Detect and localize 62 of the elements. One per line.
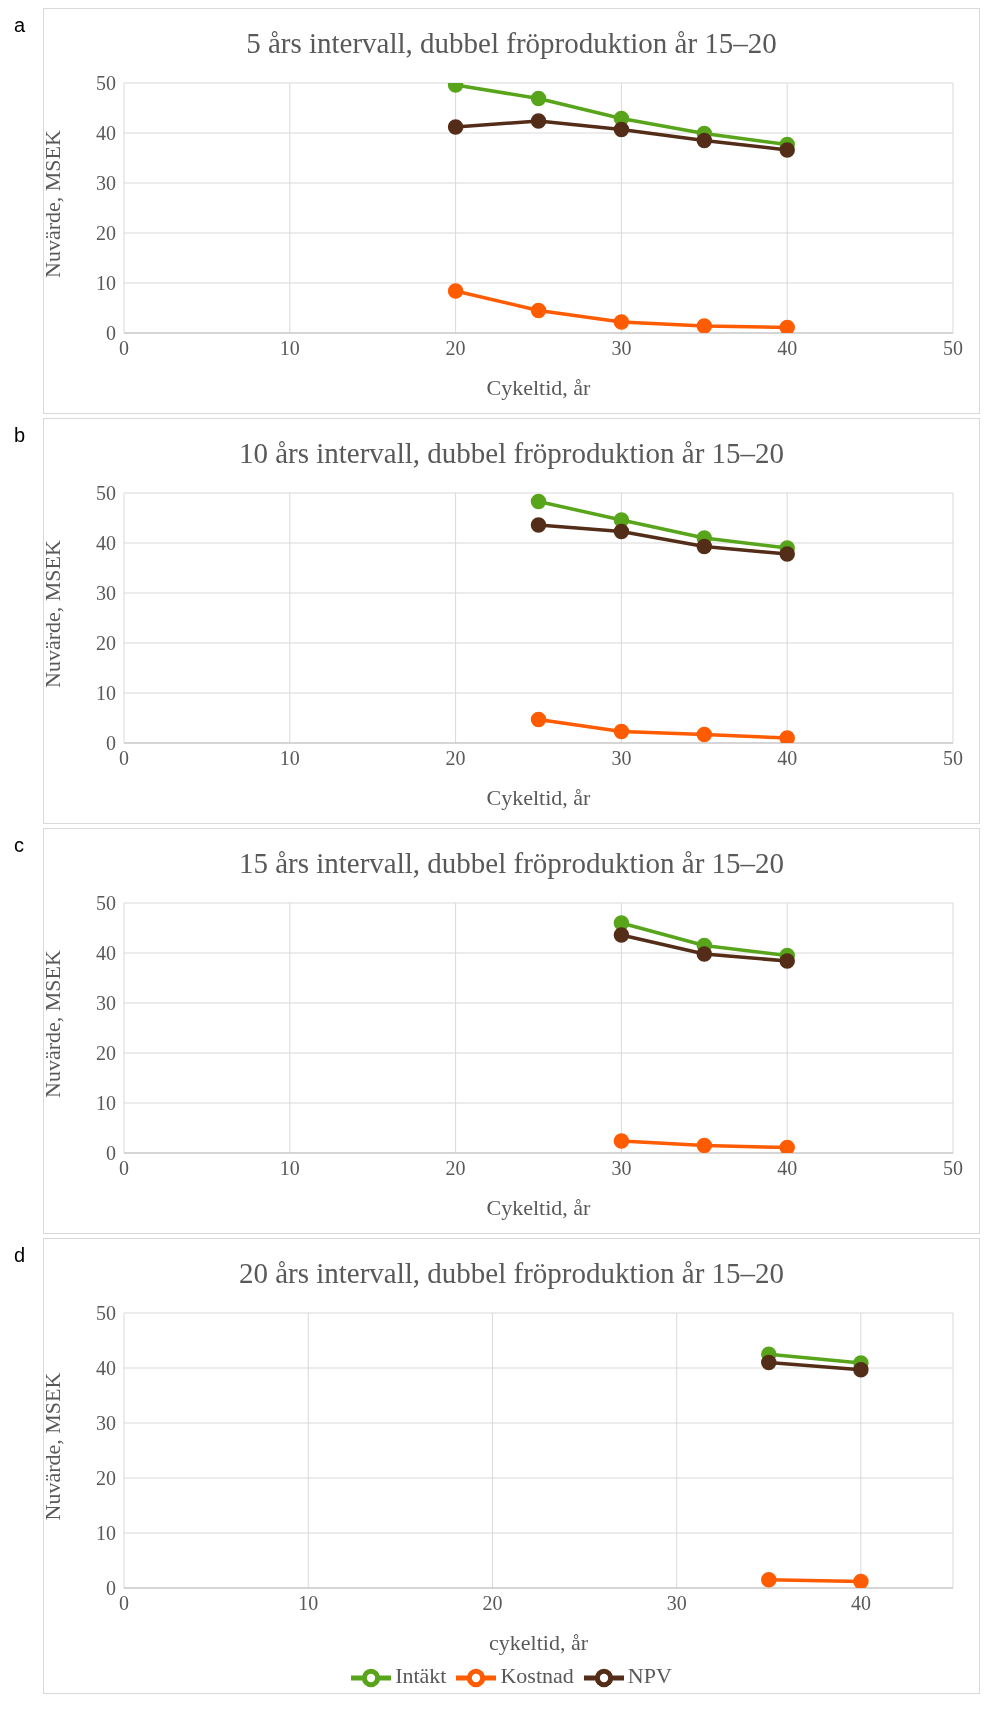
y-axis-title: Nuvärde, MSEK bbox=[39, 540, 65, 688]
text: a bbox=[14, 14, 27, 37]
y-tick-label: 30 bbox=[96, 172, 116, 195]
text: c bbox=[14, 834, 25, 857]
x-tick-label: 30 bbox=[666, 1592, 687, 1615]
x-tick-label: 50 bbox=[943, 747, 963, 770]
x-tick-label: 40 bbox=[777, 747, 798, 770]
chart-title: 20 års intervall, dubbel fröproduktion år 15–20 bbox=[237, 1257, 786, 1291]
x-tick-label: 30 bbox=[611, 337, 632, 360]
x-tick-label: 10 bbox=[298, 1592, 319, 1615]
x-tick-label: 30 bbox=[611, 1157, 632, 1180]
y-tick-label: 50 bbox=[96, 482, 116, 505]
y-tick-label: 20 bbox=[96, 1467, 116, 1490]
y-tick-label: 40 bbox=[96, 122, 116, 145]
y-tick-label: 30 bbox=[96, 992, 116, 1015]
x-tick-label: 50 bbox=[943, 1157, 963, 1180]
y-tick-label: 30 bbox=[96, 1412, 116, 1435]
y-tick-label: 40 bbox=[96, 942, 116, 965]
x-tick-label: 20 bbox=[445, 337, 466, 360]
x-tick-label: 20 bbox=[445, 1157, 466, 1180]
y-tick-label: 10 bbox=[96, 682, 116, 705]
x-tick-label: 10 bbox=[279, 337, 300, 360]
legend-label: Intäkt bbox=[395, 1663, 447, 1689]
x-tick-label: 10 bbox=[279, 747, 300, 770]
x-tick-label: 10 bbox=[279, 1157, 300, 1180]
y-tick-label: 0 bbox=[106, 732, 116, 755]
legend-label: NPV bbox=[627, 1663, 672, 1689]
y-axis-title: Nuvärde, MSEK bbox=[39, 130, 65, 278]
y-tick-label: 0 bbox=[106, 1577, 116, 1600]
x-tick-label: 50 bbox=[943, 337, 963, 360]
y-tick-label: 10 bbox=[96, 1092, 116, 1115]
y-tick-label: 50 bbox=[96, 1302, 116, 1325]
x-axis-title: Cykeltid, år bbox=[486, 785, 592, 810]
y-tick-label: 0 bbox=[106, 1142, 116, 1165]
x-axis-title: cykeltid, år bbox=[489, 1630, 589, 1655]
y-axis-title: Nuvärde, MSEK bbox=[39, 1372, 65, 1521]
x-tick-label: 40 bbox=[777, 337, 798, 360]
x-tick-label: 40 bbox=[777, 1157, 798, 1180]
y-axis-title: Nuvärde, MSEK bbox=[39, 950, 65, 1098]
x-tick-label: 20 bbox=[445, 747, 466, 770]
y-tick-label: 10 bbox=[96, 1522, 116, 1545]
y-tick-label: 40 bbox=[96, 532, 116, 555]
y-tick-label: 50 bbox=[96, 892, 116, 915]
y-tick-label: 20 bbox=[96, 222, 116, 245]
chart-title: 10 års intervall, dubbel fröproduktion år 15–20 bbox=[237, 437, 786, 471]
legend-label: Kostnad bbox=[500, 1663, 574, 1689]
x-axis-title: Cykeltid, år bbox=[486, 1195, 592, 1220]
y-tick-label: 50 bbox=[96, 72, 116, 95]
y-tick-label: 20 bbox=[96, 1042, 116, 1065]
x-tick-label: 40 bbox=[850, 1592, 871, 1615]
chart-title: 15 års intervall, dubbel fröproduktion år 15–20 bbox=[237, 847, 786, 881]
y-tick-label: 30 bbox=[96, 582, 116, 605]
y-tick-label: 10 bbox=[96, 272, 116, 295]
text: d bbox=[14, 1244, 27, 1267]
x-tick-label: 30 bbox=[611, 747, 632, 770]
y-tick-label: 0 bbox=[106, 322, 116, 345]
text: b bbox=[14, 424, 27, 447]
y-tick-label: 20 bbox=[96, 632, 116, 655]
x-tick-label: 20 bbox=[482, 1592, 503, 1615]
x-axis-title: Cykeltid, år bbox=[486, 375, 592, 400]
y-tick-label: 40 bbox=[96, 1357, 116, 1380]
chart-title: 5 års intervall, dubbel fröproduktion år 15–20 bbox=[245, 27, 778, 61]
